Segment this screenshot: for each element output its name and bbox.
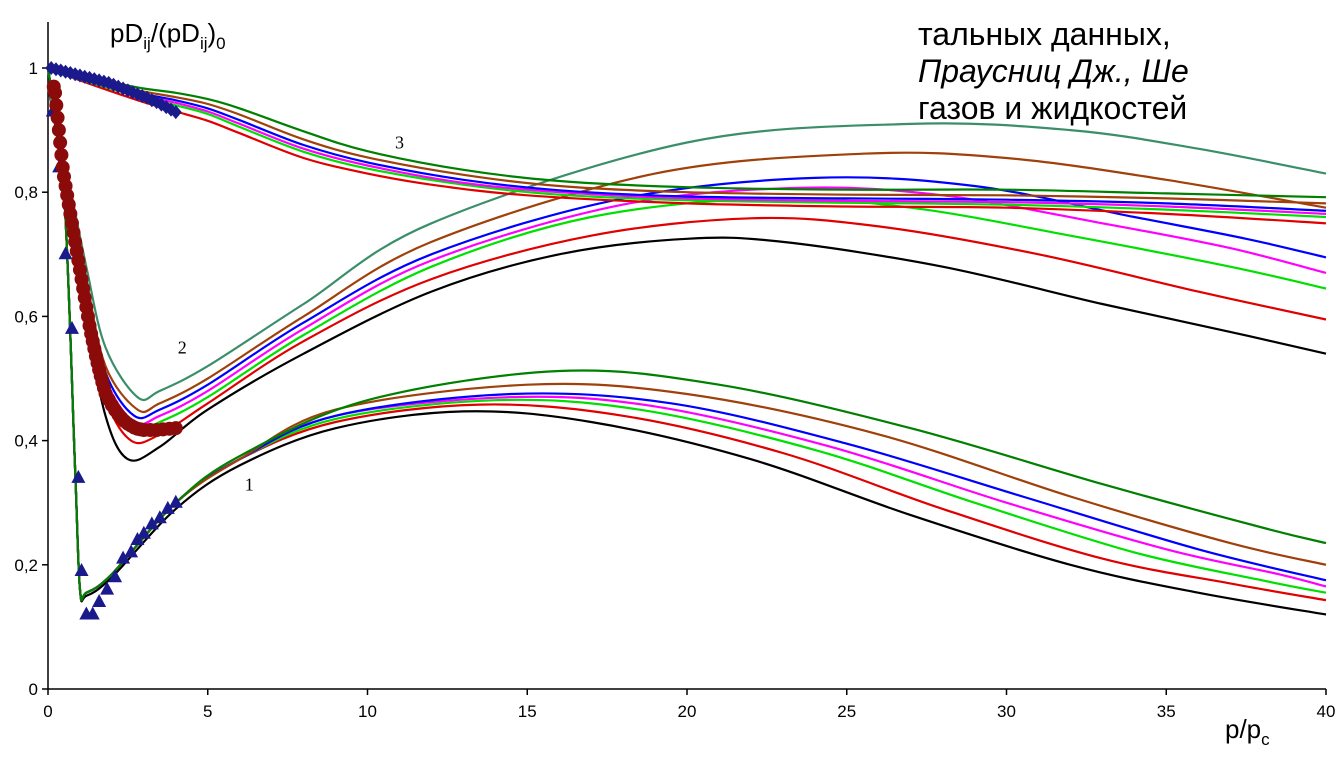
markers (45, 61, 183, 620)
triangle-marker (85, 606, 100, 620)
series-line-group-1-6 (46, 67, 1327, 602)
circle-marker (50, 110, 65, 125)
curves (46, 66, 1327, 616)
triangle-marker (160, 500, 175, 514)
triangle-marker (124, 544, 139, 558)
series-line-group-3-5 (47, 66, 1327, 199)
triangle-marker (116, 550, 131, 564)
x-tick-label: 15 (518, 702, 537, 721)
x-tick-label: 30 (997, 702, 1016, 721)
curve-label-2: 2 (178, 338, 187, 358)
diamond-marker (117, 81, 130, 96)
curve-label-3: 3 (395, 133, 404, 153)
x-tick-label: 25 (837, 702, 856, 721)
triangle-marker (58, 246, 73, 260)
diamond-marker (169, 105, 182, 120)
x-tick-label: 35 (1157, 702, 1176, 721)
x-tick-label: 40 (1317, 702, 1336, 721)
x-axis-label: p/pc (1225, 714, 1270, 749)
triangle-marker (136, 525, 151, 539)
series-line-group-2-6 (46, 86, 1327, 402)
y-tick-label: 0,4 (14, 432, 38, 451)
circle-marker (54, 147, 69, 162)
y-tick-label: 0 (29, 680, 38, 699)
triangle-marker (71, 469, 86, 483)
x-tick-label: 5 (203, 702, 212, 721)
annotation-line-1: тальных данных, (918, 16, 1171, 52)
triangle-marker (92, 594, 107, 608)
x-tick-label: 10 (358, 702, 377, 721)
series-line-group-2-4 (46, 86, 1327, 420)
triangle-marker (64, 320, 79, 334)
curve-labels: 1 2 3 (178, 133, 404, 495)
triangle-marker (108, 569, 123, 583)
triangle-marker (100, 581, 115, 595)
annotation-line-3: газов и жидкостей (918, 90, 1188, 126)
triangle-marker (144, 516, 159, 530)
triangle-marker (152, 510, 167, 524)
curve-label-1: 1 (245, 474, 254, 494)
triangle-marker (168, 494, 183, 508)
annotation-line-2: Праусниц Дж., Ше (918, 53, 1189, 89)
y-axis-label: pDij/(pDij)0 (110, 18, 226, 53)
circle-marker (53, 135, 68, 150)
y-tick-label: 1 (29, 59, 38, 78)
x-tick-label: 0 (43, 702, 52, 721)
circle-marker (48, 85, 63, 100)
y-tick-label: 0,8 (14, 183, 38, 202)
y-tick-label: 0,2 (14, 556, 38, 575)
series-line-group-1-2 (46, 67, 1327, 602)
circle-marker (49, 98, 64, 113)
x-tick-label: 20 (678, 702, 697, 721)
ticks: 0 5 10 15 20 25 30 35 40 0 0,2 0,4 0,6 0,8 1 (14, 59, 1335, 721)
y-tick-label: 0,6 (14, 307, 38, 326)
circle-marker (168, 421, 183, 436)
series-line-group-1-0 (46, 67, 1327, 616)
circle-marker (51, 123, 66, 138)
series-line-group-1-1 (46, 67, 1327, 602)
series-line-group-1-4 (46, 67, 1327, 602)
triangle-marker (74, 563, 89, 577)
series-line-group-3-0 (47, 66, 1327, 225)
series-line-group-1-3 (46, 67, 1327, 602)
series-line-group-1-5 (46, 67, 1327, 602)
